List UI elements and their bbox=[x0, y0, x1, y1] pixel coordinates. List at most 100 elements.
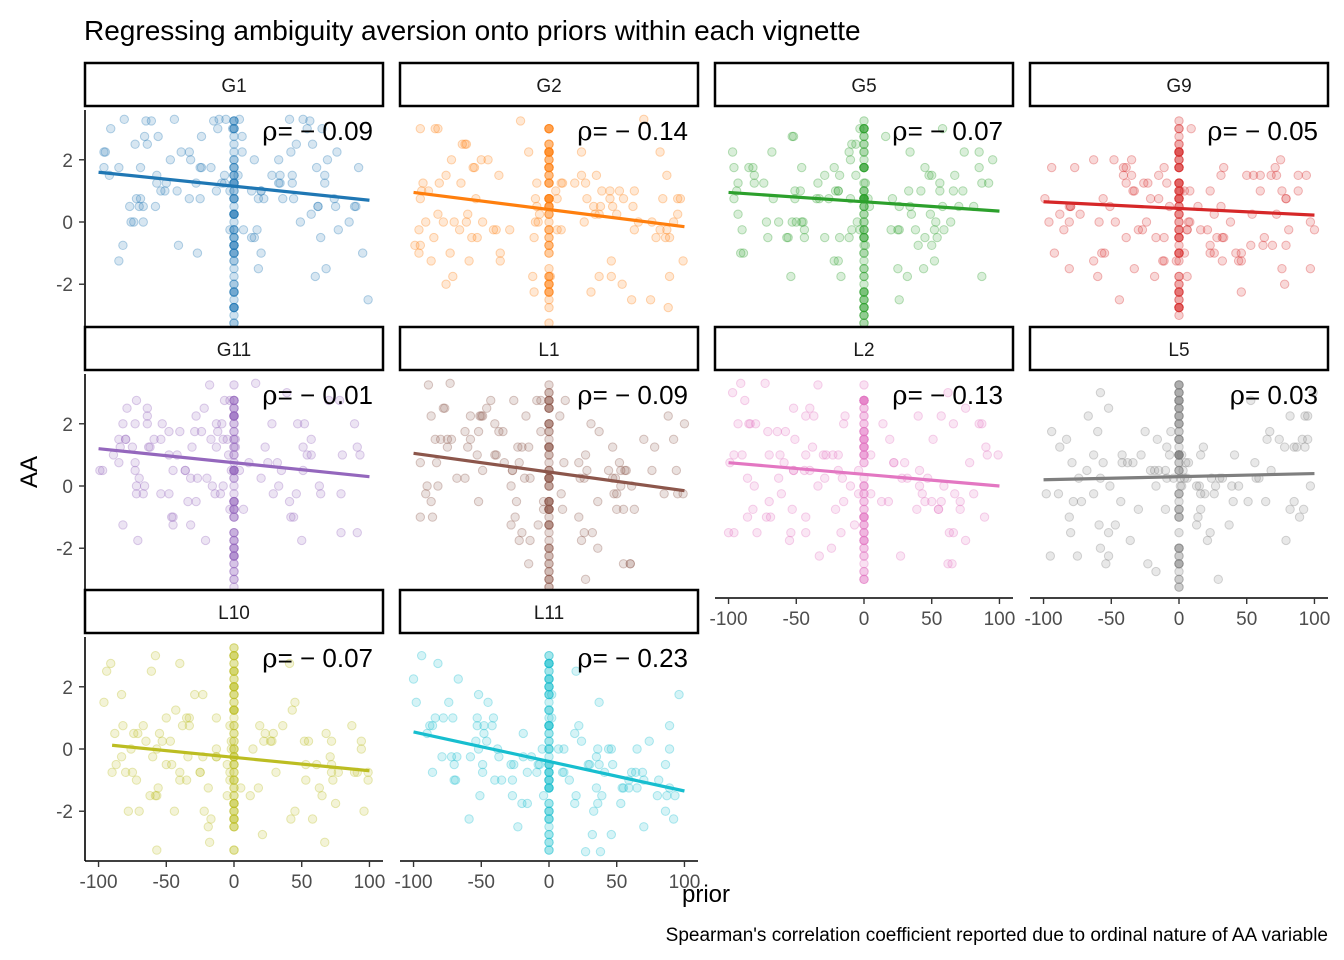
data-point bbox=[544, 814, 554, 824]
data-point bbox=[464, 814, 474, 824]
data-point bbox=[775, 450, 785, 460]
data-point bbox=[544, 170, 554, 181]
facet-strip-label: L2 bbox=[853, 340, 874, 361]
data-point bbox=[544, 767, 554, 778]
data-point bbox=[515, 116, 526, 126]
data-point bbox=[1308, 387, 1318, 398]
data-point bbox=[544, 674, 554, 684]
rho-annotation: ρ= − 0.05 bbox=[1207, 116, 1318, 147]
data-point bbox=[449, 759, 459, 770]
data-point bbox=[229, 473, 239, 483]
data-point bbox=[505, 225, 515, 235]
data-point bbox=[829, 256, 839, 266]
data-point bbox=[729, 162, 739, 173]
data-point bbox=[544, 845, 554, 855]
data-point bbox=[544, 193, 554, 204]
data-point bbox=[131, 193, 142, 204]
data-point bbox=[544, 147, 554, 157]
data-point bbox=[229, 705, 239, 715]
data-point bbox=[544, 442, 554, 452]
data-point bbox=[475, 790, 485, 801]
data-point bbox=[249, 155, 260, 165]
data-point bbox=[1174, 512, 1184, 522]
data-point bbox=[175, 658, 185, 669]
data-point bbox=[363, 295, 373, 305]
data-point bbox=[217, 419, 227, 429]
data-point bbox=[1182, 271, 1192, 282]
data-point bbox=[130, 139, 140, 149]
data-point bbox=[544, 248, 554, 258]
scatter-points bbox=[727, 116, 998, 328]
data-point bbox=[798, 217, 808, 227]
data-point bbox=[889, 457, 899, 468]
data-point bbox=[229, 767, 239, 778]
data-point bbox=[229, 256, 239, 266]
data-point bbox=[463, 209, 473, 219]
data-point bbox=[229, 643, 239, 653]
data-point bbox=[1174, 465, 1184, 476]
data-point bbox=[787, 217, 797, 227]
data-point bbox=[544, 705, 554, 715]
data-point bbox=[1117, 457, 1127, 468]
data-point bbox=[1159, 162, 1169, 173]
data-point bbox=[229, 162, 239, 173]
data-point bbox=[229, 674, 239, 684]
facet-strip-label: G11 bbox=[217, 340, 252, 361]
data-point bbox=[607, 759, 618, 770]
data-point bbox=[1195, 225, 1206, 235]
data-point bbox=[1121, 232, 1131, 243]
data-point bbox=[166, 512, 177, 522]
scatter-points bbox=[410, 114, 688, 328]
data-point bbox=[229, 465, 239, 476]
facet-panel-l2: L2ρ= − 0.13-100 -50 0 50 100 bbox=[710, 325, 1015, 630]
data-point bbox=[427, 512, 438, 522]
data-point bbox=[544, 705, 554, 715]
data-point bbox=[415, 240, 426, 251]
data-point bbox=[544, 736, 554, 746]
data-point bbox=[513, 822, 523, 832]
data-point bbox=[213, 426, 223, 437]
data-point bbox=[556, 178, 566, 188]
data-point bbox=[229, 551, 239, 561]
data-point bbox=[314, 481, 325, 491]
data-point bbox=[322, 155, 333, 165]
data-point bbox=[229, 682, 239, 692]
data-point bbox=[472, 450, 482, 460]
data-point bbox=[1174, 434, 1184, 445]
data-point bbox=[452, 473, 462, 483]
data-point bbox=[544, 481, 554, 491]
data-point bbox=[110, 728, 120, 739]
data-point bbox=[411, 697, 421, 708]
data-point bbox=[859, 123, 869, 134]
rho-annotation: ρ= − 0.07 bbox=[892, 116, 1003, 147]
data-point bbox=[593, 543, 603, 553]
data-point bbox=[286, 814, 296, 824]
data-point bbox=[344, 217, 354, 227]
data-point bbox=[229, 535, 239, 546]
data-point bbox=[215, 489, 226, 499]
data-point bbox=[248, 744, 258, 754]
data-point bbox=[1160, 465, 1171, 476]
data-point bbox=[729, 450, 739, 460]
data-point bbox=[1174, 178, 1184, 188]
data-point bbox=[544, 658, 554, 669]
data-point bbox=[838, 496, 849, 507]
data-point bbox=[472, 232, 482, 243]
data-point bbox=[229, 705, 239, 715]
rho-annotation: ρ= − 0.01 bbox=[262, 380, 373, 411]
data-point bbox=[475, 411, 485, 421]
data-point bbox=[1109, 155, 1119, 165]
data-point bbox=[750, 419, 761, 429]
data-point bbox=[229, 535, 239, 546]
data-point bbox=[278, 720, 288, 731]
data-point bbox=[1061, 434, 1072, 445]
data-point bbox=[442, 434, 453, 445]
data-point bbox=[544, 689, 554, 700]
y-tick-label: 2 bbox=[62, 678, 73, 699]
data-point bbox=[452, 752, 462, 762]
data-point bbox=[196, 162, 207, 173]
data-point bbox=[977, 271, 987, 282]
data-point bbox=[1175, 481, 1186, 491]
data-point bbox=[185, 520, 196, 530]
data-point bbox=[1183, 457, 1194, 468]
